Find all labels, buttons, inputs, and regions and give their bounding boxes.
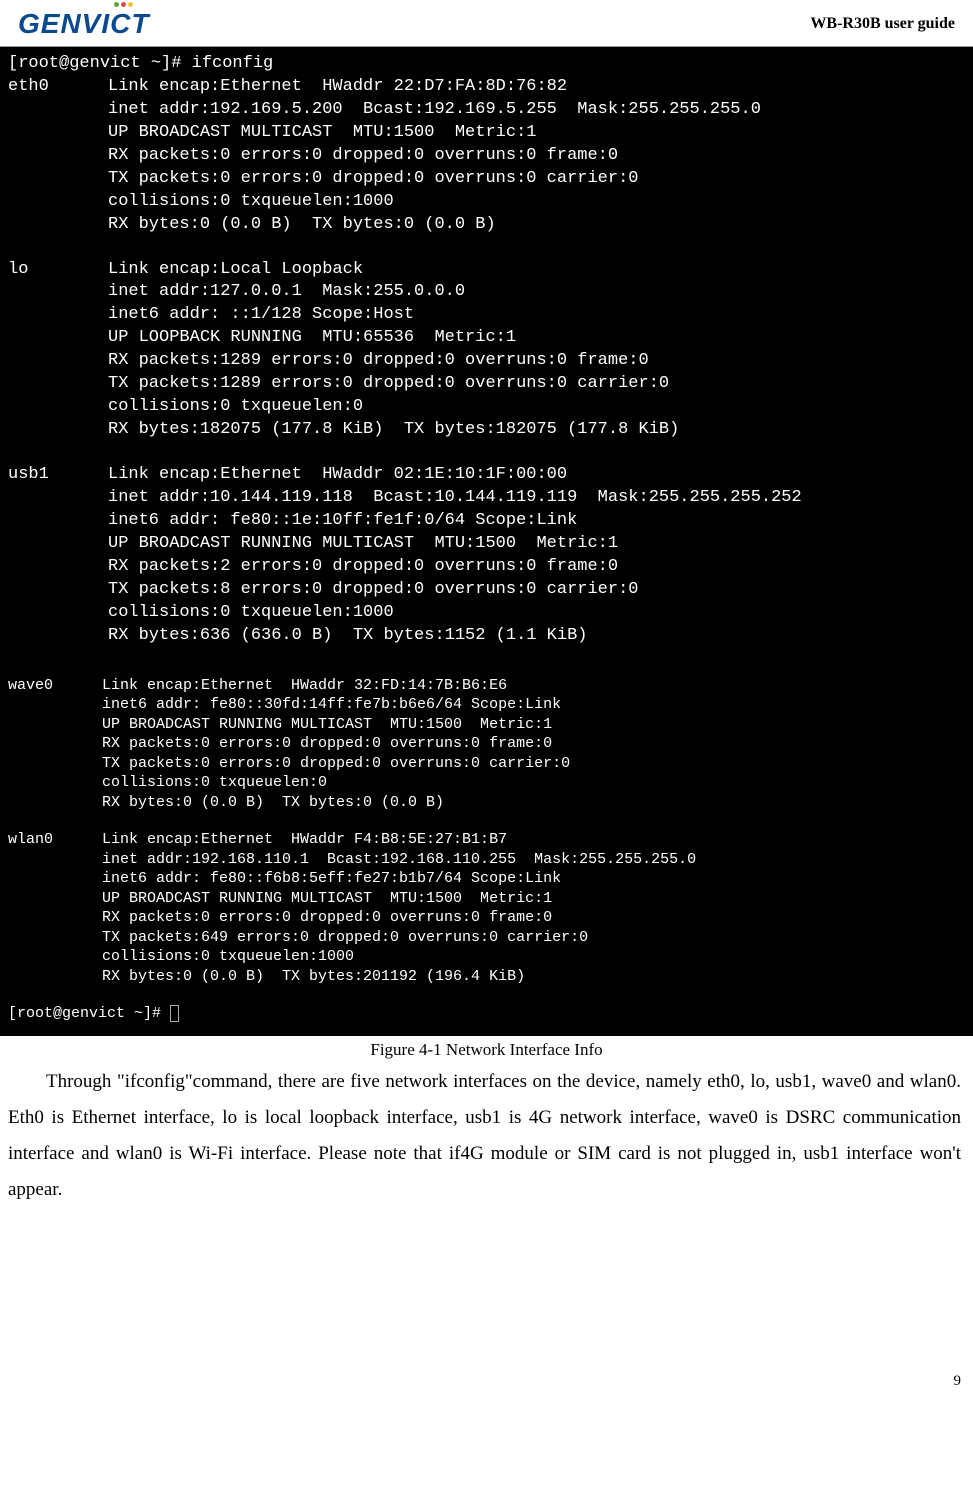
interface-line: collisions:0 txqueuelen:0 — [108, 396, 965, 419]
logo-text: GENVICT — [18, 8, 149, 39]
terminal-prompt-end: [root@genvict ~]# — [8, 1004, 965, 1024]
logo-dot-icon — [114, 2, 119, 7]
interface-line: Link encap:Ethernet HWaddr F4:B8:5E:27:B… — [102, 830, 507, 850]
interface-name: wlan0 — [8, 830, 102, 850]
interface-line: RX packets:0 errors:0 dropped:0 overruns… — [102, 908, 965, 928]
figure-caption: Figure 4-1 Network Interface Info — [0, 1040, 973, 1060]
interface-line: TX packets:649 errors:0 dropped:0 overru… — [102, 928, 965, 948]
interface-block: wlan0Link encap:Ethernet HWaddr F4:B8:5E… — [8, 830, 965, 850]
interface-line: UP BROADCAST RUNNING MULTICAST MTU:1500 … — [102, 715, 965, 735]
terminal-output-2: wave0Link encap:Ethernet HWaddr 32:FD:14… — [0, 664, 973, 1036]
page-header: GENVICT WB-R30B user guide — [0, 0, 973, 47]
interface-line: RX packets:2 errors:0 dropped:0 overruns… — [108, 556, 965, 579]
interface-line: inet addr:10.144.119.118 Bcast:10.144.11… — [108, 487, 965, 510]
logo-dot-icon — [128, 2, 133, 7]
logo-dot-icon — [121, 2, 126, 7]
page-number: 9 — [954, 1373, 962, 1390]
interface-name: wave0 — [8, 676, 102, 696]
logo-dots — [114, 2, 133, 7]
interface-line: UP BROADCAST RUNNING MULTICAST MTU:1500 … — [108, 533, 965, 556]
body-text-content: Through "ifconfig"command, there are fiv… — [8, 1064, 961, 1208]
interface-line: RX bytes:0 (0.0 B) TX bytes:0 (0.0 B) — [102, 793, 965, 813]
guide-title: WB-R30B user guide — [810, 15, 955, 33]
interface-line: inet6 addr: ::1/128 Scope:Host — [108, 304, 965, 327]
interface-line: collisions:0 txqueuelen:1000 — [102, 947, 965, 967]
interface-line: collisions:0 txqueuelen:1000 — [108, 191, 965, 214]
interface-name: usb1 — [8, 464, 108, 487]
interface-line: inet addr:127.0.0.1 Mask:255.0.0.0 — [108, 281, 965, 304]
terminal-prompt: [root@genvict ~]# ifconfig — [8, 53, 965, 76]
interface-line: RX bytes:182075 (177.8 KiB) TX bytes:182… — [108, 419, 965, 442]
interface-line: RX packets:0 errors:0 dropped:0 overruns… — [102, 734, 965, 754]
interface-block: loLink encap:Local Loopback — [8, 259, 965, 282]
interface-line: inet6 addr: fe80::1e:10ff:fe1f:0/64 Scop… — [108, 510, 965, 533]
interface-line: inet addr:192.169.5.200 Bcast:192.169.5.… — [108, 99, 965, 122]
cursor-icon — [170, 1005, 179, 1022]
interface-line: TX packets:1289 errors:0 dropped:0 overr… — [108, 373, 965, 396]
interface-line: TX packets:8 errors:0 dropped:0 overruns… — [108, 579, 965, 602]
terminal-output-1: [root@genvict ~]# ifconfigeth0Link encap… — [0, 47, 973, 664]
interface-line: Link encap:Ethernet HWaddr 22:D7:FA:8D:7… — [108, 76, 567, 99]
interface-line: collisions:0 txqueuelen:1000 — [108, 602, 965, 625]
interface-line: UP LOOPBACK RUNNING MTU:65536 Metric:1 — [108, 327, 965, 350]
interface-line: RX bytes:0 (0.0 B) TX bytes:0 (0.0 B) — [108, 214, 965, 237]
interface-block: wave0Link encap:Ethernet HWaddr 32:FD:14… — [8, 676, 965, 696]
interface-line: collisions:0 txqueuelen:0 — [102, 773, 965, 793]
interface-line: UP BROADCAST RUNNING MULTICAST MTU:1500 … — [102, 889, 965, 909]
interface-line: inet addr:192.168.110.1 Bcast:192.168.11… — [102, 850, 965, 870]
interface-name: eth0 — [8, 76, 108, 99]
interface-line: Link encap:Ethernet HWaddr 02:1E:10:1F:0… — [108, 464, 567, 487]
interface-line: inet6 addr: fe80::30fd:14ff:fe7b:b6e6/64… — [102, 695, 965, 715]
interface-line: UP BROADCAST MULTICAST MTU:1500 Metric:1 — [108, 122, 965, 145]
interface-line: RX bytes:636 (636.0 B) TX bytes:1152 (1.… — [108, 625, 965, 648]
interface-line: RX packets:0 errors:0 dropped:0 overruns… — [108, 145, 965, 168]
interface-block: eth0Link encap:Ethernet HWaddr 22:D7:FA:… — [8, 76, 965, 99]
interface-line: RX packets:1289 errors:0 dropped:0 overr… — [108, 350, 965, 373]
interface-name: lo — [8, 259, 108, 282]
interface-line: Link encap:Ethernet HWaddr 32:FD:14:7B:B… — [102, 676, 507, 696]
interface-line: RX bytes:0 (0.0 B) TX bytes:201192 (196.… — [102, 967, 965, 987]
interface-line: TX packets:0 errors:0 dropped:0 overruns… — [108, 168, 965, 191]
interface-block: usb1Link encap:Ethernet HWaddr 02:1E:10:… — [8, 464, 965, 487]
body-paragraph: Through "ifconfig"command, there are fiv… — [0, 1064, 973, 1208]
logo: GENVICT — [18, 8, 149, 40]
interface-line: TX packets:0 errors:0 dropped:0 overruns… — [102, 754, 965, 774]
spacer — [0, 1208, 973, 1398]
interface-line: inet6 addr: fe80::f6b8:5eff:fe27:b1b7/64… — [102, 869, 965, 889]
interface-line: Link encap:Local Loopback — [108, 259, 363, 282]
